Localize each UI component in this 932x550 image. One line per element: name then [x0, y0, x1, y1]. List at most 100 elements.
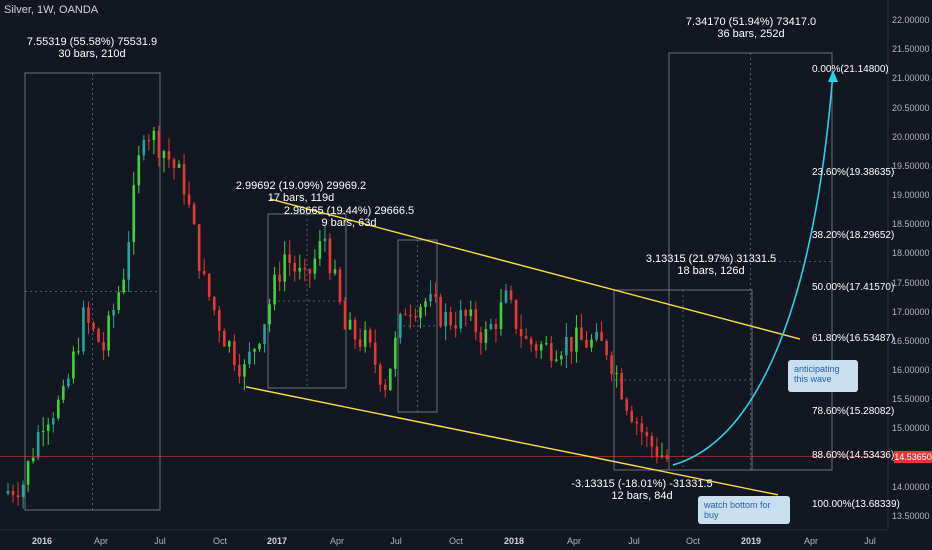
callout-watch-bottom[interactable]: watch bottom for buy: [698, 496, 790, 524]
callout-anticipating-wave[interactable]: anticipating this wave: [788, 360, 858, 392]
measure-label-value: 2.96665 (19.44%) 29666.5: [283, 205, 415, 217]
candle-body: [484, 329, 488, 343]
candle-body: [268, 304, 271, 325]
candle-body: [409, 315, 412, 317]
candle-body: [620, 373, 623, 400]
candle-body: [228, 341, 231, 347]
candle-body: [303, 267, 307, 270]
candle-body: [555, 359, 558, 361]
candle-body: [565, 336, 568, 356]
candle-body: [36, 432, 40, 458]
candle-body: [524, 336, 528, 339]
price-tick-label: 17.50000: [892, 277, 930, 288]
candle-body: [645, 432, 649, 437]
candle-body: [77, 351, 80, 353]
candle-body: [474, 309, 478, 333]
candle-body: [454, 325, 457, 329]
candle-body: [343, 301, 347, 330]
candle-body: [630, 410, 634, 422]
candle-body: [212, 296, 216, 311]
candle-body: [610, 355, 613, 374]
measure-label-bars: 12 bars, 84d: [611, 490, 673, 502]
candle-body: [253, 348, 256, 352]
candle-body: [57, 399, 60, 419]
candle-body: [263, 324, 266, 344]
candle-body: [177, 164, 181, 168]
measure-label-value: 2.99692 (19.09%) 29969.2: [235, 180, 367, 192]
candle-body: [414, 316, 417, 318]
current-price-tag: 14.53650: [894, 450, 932, 463]
candle-body: [389, 368, 392, 391]
channel-upper-line: [269, 198, 801, 340]
price-tick-label: 18.00000: [892, 248, 930, 259]
candle-body: [560, 355, 563, 360]
candle-body: [6, 491, 10, 494]
candle-body: [308, 269, 312, 274]
candle-body: [459, 310, 463, 329]
candle-body: [67, 378, 70, 387]
candle-body: [97, 328, 100, 342]
candle-body: [655, 446, 659, 458]
candle-body: [112, 309, 115, 316]
projection-curve: [672, 71, 834, 466]
candle-body: [635, 421, 639, 424]
candle-body: [534, 344, 538, 351]
candle-body: [605, 341, 608, 356]
candle-body: [373, 342, 377, 365]
candle-body: [172, 159, 176, 168]
candle-body: [197, 224, 201, 271]
price-tick-label: 21.50000: [892, 44, 930, 55]
fib-level-label: 61.80%(16.53487): [812, 332, 895, 344]
price-tick-label: 16.00000: [892, 365, 930, 376]
price-tick-label: 17.00000: [892, 306, 930, 317]
fib-level-label: 78.60%(15.28082): [812, 406, 895, 418]
candle-body: [539, 344, 543, 351]
candle-body: [41, 430, 45, 433]
measure-label-bars: 30 bars, 210d: [58, 48, 126, 60]
candle-body: [529, 338, 533, 345]
candle-body: [519, 328, 523, 337]
price-tick-label: 19.50000: [892, 160, 930, 171]
candle-body: [21, 484, 25, 498]
measure-label-value: -3.13315 (-18.01%) -31331.5: [571, 478, 713, 490]
price-tick-label: 16.50000: [892, 335, 930, 346]
measure-label-bars: 36 bars, 252d: [717, 28, 785, 40]
candle-body: [419, 307, 422, 318]
time-tick-label: Oct: [212, 536, 228, 546]
candle-body: [444, 312, 447, 327]
price-tick-label: 15.50000: [892, 394, 930, 405]
time-tick-label: Oct: [448, 536, 464, 546]
chart-title: Silver, 1W, OANDA: [4, 4, 99, 16]
candle-body: [489, 324, 493, 330]
candle-body: [494, 324, 498, 330]
candle-body: [72, 351, 75, 379]
time-tick-label: 2019: [740, 536, 762, 546]
candle-body: [16, 495, 20, 498]
candle-body: [590, 339, 593, 348]
measure-label: 2.96665 (19.44%) 29666.5 9 bars, 63d: [284, 205, 414, 229]
candle-body: [363, 330, 367, 347]
candle-body: [223, 330, 226, 347]
candle-body: [514, 299, 518, 329]
measure-label-value: 7.55319 (55.58%) 75531.9: [26, 36, 158, 48]
candle-body: [378, 364, 382, 385]
candle-body: [625, 399, 629, 411]
candle-body: [142, 139, 146, 156]
candle-body: [273, 274, 276, 305]
candle-body: [544, 343, 548, 345]
candle-body: [293, 262, 297, 272]
time-tick-label: Apr: [93, 536, 109, 546]
candle-body: [328, 238, 332, 274]
measure-label: 7.34170 (51.94%) 73417.0 36 bars, 252d: [686, 16, 816, 40]
time-tick-label: Jul: [390, 536, 402, 546]
candle-body: [399, 314, 402, 338]
candle-body: [167, 151, 171, 160]
candle-body: [62, 386, 65, 400]
fib-level-label: 38.20%(18.29652): [812, 230, 895, 242]
candle-body: [207, 273, 211, 297]
fib-level-label: 50.00%(17.41570): [812, 281, 895, 293]
fib-level-label: 23.60%(19.38635): [812, 166, 895, 178]
candle-body: [122, 279, 125, 293]
measure-label: -3.13315 (-18.01%) -31331.5 12 bars, 84d: [571, 478, 712, 502]
